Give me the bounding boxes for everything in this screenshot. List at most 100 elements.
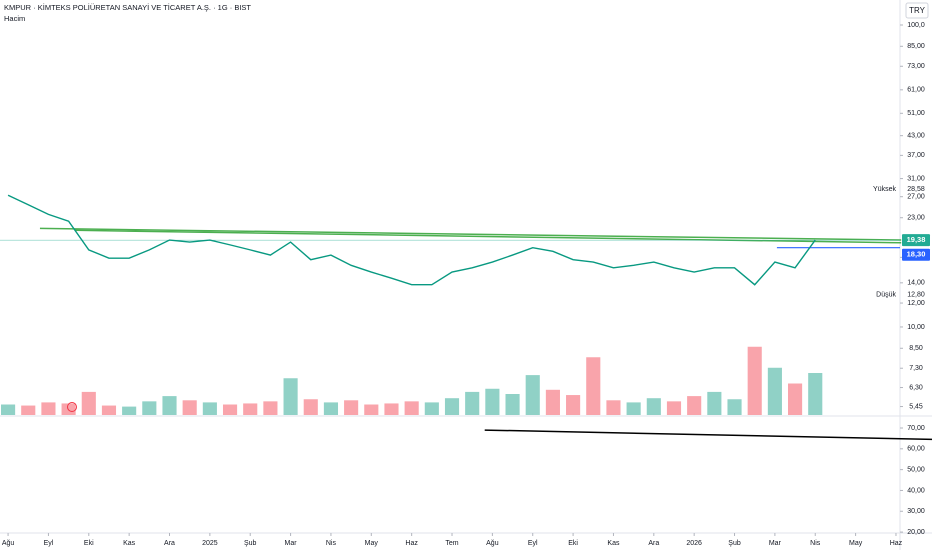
volume-bar	[384, 403, 399, 415]
volume-bar	[81, 391, 96, 415]
volume-bar	[626, 402, 641, 415]
volume-bar	[586, 357, 601, 415]
x-tick-label: Haz	[890, 540, 903, 547]
x-tick-label: May	[849, 540, 863, 547]
x-tick-label: Haz	[405, 540, 418, 547]
volume-bar	[707, 391, 722, 415]
volume-bar	[243, 403, 258, 415]
x-tick-label: Mar	[769, 540, 782, 547]
volume-bar	[606, 400, 621, 415]
level-label: 18,30	[907, 250, 926, 259]
y-tick-label: 73,00	[907, 63, 925, 70]
x-tick-label: Kas	[123, 540, 136, 547]
volume-bar	[142, 401, 157, 415]
volume-bar	[444, 398, 460, 415]
volume-bar	[202, 402, 217, 415]
x-tick-label: Eyl	[44, 540, 54, 547]
x-tick-label: Eki	[84, 540, 94, 547]
y-tick-label: 20,00	[907, 529, 925, 536]
y-tick-label: 23,00	[907, 215, 925, 222]
y-tick-label: 100,0	[907, 22, 925, 29]
volume-bar	[465, 391, 480, 415]
y-tick-label: 10,00	[907, 324, 925, 331]
volume-bar	[182, 400, 197, 415]
volume-bar	[505, 394, 520, 415]
x-tick-label: Eyl	[528, 540, 538, 547]
volume-bar	[808, 373, 823, 415]
y-tick-label: 31,00	[907, 175, 925, 182]
x-tick-label: Ara	[164, 540, 175, 547]
y-tick-label: 37,00	[907, 152, 925, 159]
y-tick-label: 7,30	[909, 365, 923, 372]
x-tick-label: Nis	[810, 540, 821, 547]
volume-bar	[61, 403, 76, 415]
volume-bar	[222, 404, 238, 415]
volume-bar	[646, 398, 661, 415]
volume-bar	[404, 401, 419, 415]
volume-bar	[788, 383, 803, 415]
y-tick-label: 14,00	[907, 280, 925, 287]
x-tick-label: Mar	[285, 540, 298, 547]
volume-bar	[687, 396, 702, 415]
volume-bar	[323, 402, 339, 415]
volume-bar	[263, 401, 278, 415]
volume-bar	[727, 399, 742, 415]
volume-label: Hacim	[4, 14, 25, 23]
x-tick-label: Şub	[244, 540, 257, 547]
high-label: Yüksek	[873, 186, 896, 193]
volume-bar	[566, 395, 581, 415]
y-tick-label: 40,00	[907, 487, 925, 494]
volume-bar	[666, 401, 682, 415]
y-tick-label: 85,00	[907, 43, 925, 50]
y-tick-label: 5,45	[909, 403, 923, 410]
currency-box[interactable]	[905, 2, 929, 19]
high-value: 28,58	[907, 186, 925, 193]
indicator-line	[484, 429, 932, 441]
chart-title: KMPUR · KİMTEKS POLİÜRETAN SANAYİ VE TİC…	[4, 3, 251, 12]
volume-bar	[525, 375, 540, 415]
low-value: 12,80	[907, 291, 925, 298]
low-label: Düşük	[876, 291, 896, 298]
trendline	[75, 229, 902, 244]
x-tick-label: Nis	[326, 540, 337, 547]
y-tick-label: 51,00	[907, 110, 925, 117]
y-tick-label: 27,00	[907, 194, 925, 201]
x-tick-label: Tem	[445, 540, 458, 547]
x-tick-label: 2025	[202, 540, 218, 547]
last-price-label: 19,38	[907, 235, 926, 244]
volume-bar	[344, 400, 359, 415]
y-tick-label: 6,30	[909, 384, 923, 391]
currency[interactable]: TRY	[909, 6, 926, 15]
last-price-box	[902, 234, 930, 247]
y-tick-label: 30,00	[907, 508, 925, 515]
volume-bar	[303, 399, 318, 415]
volume-bar	[424, 402, 439, 415]
volume-bar	[545, 389, 560, 415]
price-line	[7, 194, 816, 286]
x-tick-label: Ara	[648, 540, 659, 547]
volume-bar	[122, 406, 137, 415]
volume-bar	[41, 402, 56, 415]
trendline	[39, 227, 902, 241]
y-tick-label: 8,50	[909, 345, 923, 352]
x-tick-label: Kas	[607, 540, 620, 547]
x-tick-label: May	[365, 540, 379, 547]
y-tick-label: 12,00	[907, 300, 925, 307]
y-tick-label: 50,00	[907, 466, 925, 473]
y-tick-label: 61,00	[907, 87, 925, 94]
split-marker[interactable]	[67, 402, 77, 412]
volume-bar	[283, 378, 298, 415]
x-tick-label: Eki	[568, 540, 578, 547]
x-tick-label: Şub	[728, 540, 741, 547]
x-tick-label: Ağu	[2, 540, 15, 547]
y-tick-label: 43,00	[907, 133, 925, 140]
volume-bar	[101, 405, 117, 415]
volume-bar	[364, 404, 379, 415]
volume-bar	[767, 367, 782, 415]
volume-bar	[21, 405, 36, 415]
x-tick-label: Ağu	[486, 540, 499, 547]
volume-bar	[485, 388, 500, 415]
x-tick-label: 2026	[686, 540, 702, 547]
